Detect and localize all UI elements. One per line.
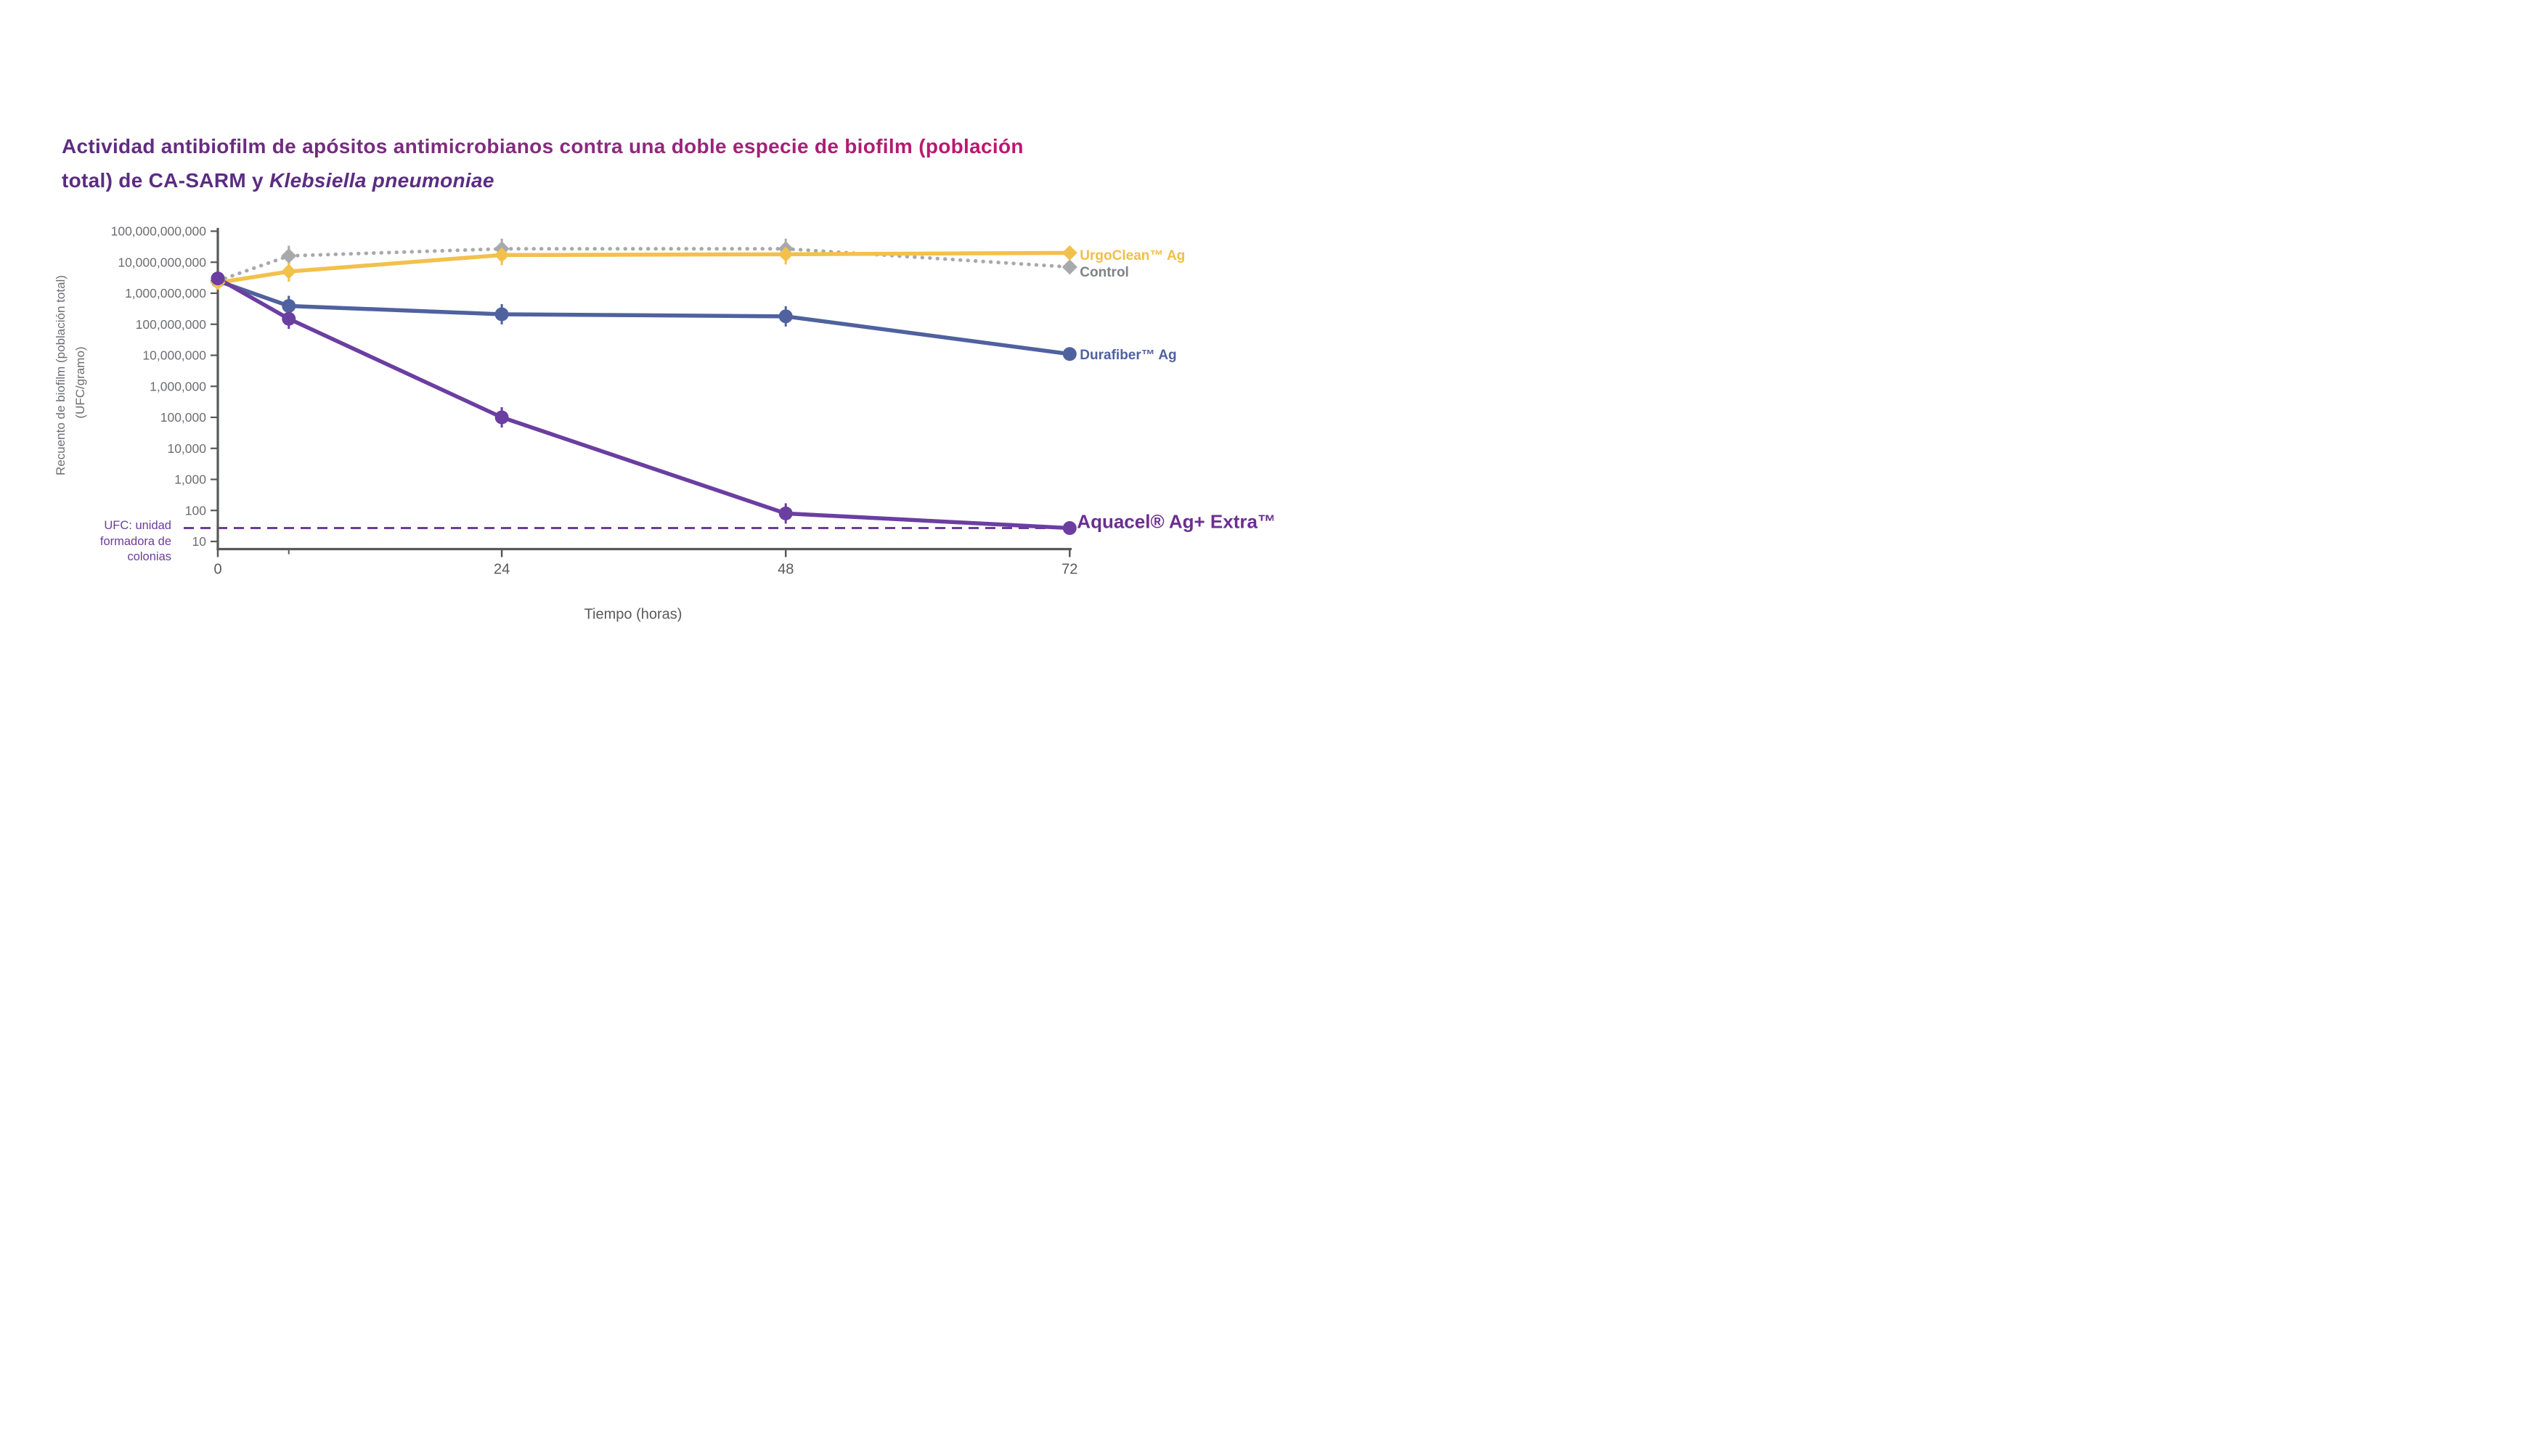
cfu-footnote-line-3: colonias	[127, 550, 171, 563]
marker-control	[281, 248, 297, 264]
y-tick-label: 10,000,000,000	[118, 255, 206, 269]
series-line-urgoclean-ag	[217, 250, 1070, 285]
chart-title-species-italic: Klebsiella pneumoniae	[269, 169, 494, 192]
marker-durafiber-ag	[282, 298, 296, 313]
y-tick-label: 1,000,000	[150, 379, 206, 393]
y-tick-label: 1,000,000,000	[125, 286, 206, 300]
marker-durafiber-ag	[778, 309, 793, 324]
y-tick-label: 10,000	[167, 441, 206, 456]
x-tick-label: 48	[778, 562, 794, 578]
y-tick-label: 100	[185, 503, 206, 518]
marker-aquacel-ag-extra	[282, 311, 296, 326]
marker-durafiber-ag	[1062, 347, 1077, 361]
chart-title: Actividad antibiofilm de apósitos antimi…	[62, 129, 1024, 197]
y-tick-label: 10	[192, 534, 207, 549]
y-axis-title-line-1: Recuento de biofilm (población total)	[54, 275, 68, 475]
marker-urgoclean-ag	[778, 246, 794, 262]
marker-urgoclean-ag	[281, 263, 297, 279]
page: Actividad antibiofilm de apósitos antimi…	[0, 0, 1274, 728]
cfu-footnote-line-2: formadora de	[99, 534, 171, 548]
y-tick-label: 100,000,000	[136, 317, 207, 332]
y-tick-label: 1,000	[174, 473, 206, 487]
marker-durafiber-ag	[494, 307, 509, 322]
x-axis-title: Tiempo (horas)	[584, 606, 682, 623]
legend-label-urgoclean-ag: UrgoClean™ Ag	[1080, 248, 1186, 264]
marker-aquacel-ag-extra	[211, 271, 225, 286]
marker-aquacel-ag-extra	[1062, 521, 1077, 536]
y-tick-label: 100,000,000,000	[111, 224, 207, 239]
marker-urgoclean-ag	[1061, 245, 1077, 261]
chart-title-line-1: Actividad antibiofilm de apósitos antimi…	[62, 129, 1024, 163]
legend-label-control: Control	[1080, 264, 1129, 280]
y-tick-label: 100,000	[160, 410, 207, 425]
legend-label-durafiber-ag: Durafiber™ Ag	[1080, 347, 1177, 363]
marker-urgoclean-ag	[494, 247, 510, 263]
marker-aquacel-ag-extra	[494, 410, 509, 425]
x-tick-label: 24	[494, 562, 510, 578]
marker-control	[1061, 259, 1077, 275]
marker-aquacel-ag-extra	[778, 506, 793, 520]
x-tick-label: 0	[213, 562, 221, 578]
biofilm-line-chart: 100,000,000,000 10,000,000,000 1,000,000,0…	[111, 224, 1078, 578]
cfu-footnote-line-1: UFC: unidad	[104, 519, 171, 532]
cfu-footnote: UFC: unidad formadora de colonias	[86, 518, 171, 565]
y-axis-title-line-2: (UFC/gramo)	[73, 346, 87, 419]
y-tick-label: 10,000,000	[142, 348, 206, 363]
chart-title-line-2-text: total) de CA-SARM y	[62, 169, 269, 192]
chart-title-line-2: total) de CA-SARM y Klebsiella pneumonia…	[62, 163, 1024, 197]
x-tick-label: 72	[1061, 562, 1077, 578]
legend-label-aquacel-ag-extra: Aquacel® Ag+ Extra™	[1077, 510, 1274, 533]
